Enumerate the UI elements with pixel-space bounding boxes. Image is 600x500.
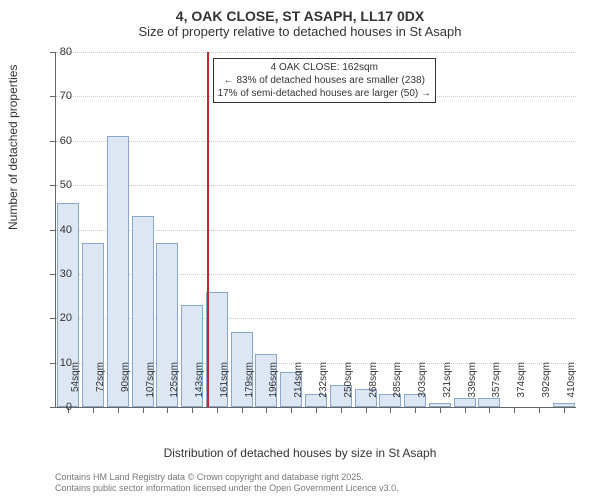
x-tick-label: 54sqm bbox=[70, 362, 81, 404]
y-tick-label: 20 bbox=[42, 312, 72, 324]
x-tick-label: 250sqm bbox=[343, 362, 354, 404]
x-tick-label: 179sqm bbox=[244, 362, 255, 404]
footer-line-1: Contains HM Land Registry data © Crown c… bbox=[55, 472, 399, 483]
x-tick bbox=[93, 407, 94, 413]
x-tick bbox=[167, 407, 168, 413]
x-tick-label: 72sqm bbox=[95, 362, 106, 404]
x-tick bbox=[465, 407, 466, 413]
reference-line bbox=[207, 52, 209, 407]
y-tick-label: 40 bbox=[42, 224, 72, 236]
x-tick bbox=[440, 407, 441, 413]
x-tick bbox=[390, 407, 391, 413]
plot-area: 4 OAK CLOSE: 162sqm← 83% of detached hou… bbox=[55, 52, 576, 408]
x-tick bbox=[514, 407, 515, 413]
gridline bbox=[56, 141, 576, 142]
y-tick-label: 30 bbox=[42, 268, 72, 280]
chart-title: 4, OAK CLOSE, ST ASAPH, LL17 0DX bbox=[0, 0, 600, 24]
y-tick-label: 0 bbox=[42, 401, 72, 413]
x-tick-label: 268sqm bbox=[368, 362, 379, 404]
gridline bbox=[56, 52, 576, 53]
footer-line-2: Contains public sector information licen… bbox=[55, 483, 399, 494]
x-tick-label: 321sqm bbox=[442, 362, 453, 404]
x-tick bbox=[489, 407, 490, 413]
x-tick-label: 303sqm bbox=[417, 362, 428, 404]
x-tick bbox=[291, 407, 292, 413]
x-tick bbox=[539, 407, 540, 413]
chart-footer: Contains HM Land Registry data © Crown c… bbox=[55, 472, 399, 494]
y-tick-label: 10 bbox=[42, 357, 72, 369]
y-tick-label: 50 bbox=[42, 179, 72, 191]
chart-subtitle: Size of property relative to detached ho… bbox=[0, 24, 600, 45]
x-tick-label: 107sqm bbox=[145, 362, 156, 404]
y-axis-label: Number of detached properties bbox=[6, 65, 20, 230]
y-tick-label: 60 bbox=[42, 135, 72, 147]
x-tick bbox=[341, 407, 342, 413]
histogram-chart: 4, OAK CLOSE, ST ASAPH, LL17 0DX Size of… bbox=[0, 0, 600, 500]
x-tick-label: 339sqm bbox=[467, 362, 478, 404]
y-tick-label: 70 bbox=[42, 90, 72, 102]
x-tick bbox=[192, 407, 193, 413]
x-axis-label: Distribution of detached houses by size … bbox=[0, 446, 600, 460]
x-tick bbox=[118, 407, 119, 413]
x-tick-label: 161sqm bbox=[219, 362, 230, 404]
x-tick-label: 410sqm bbox=[566, 362, 577, 404]
x-tick-label: 374sqm bbox=[516, 362, 527, 404]
x-tick-label: 285sqm bbox=[392, 362, 403, 404]
x-tick-label: 214sqm bbox=[293, 362, 304, 404]
x-tick-label: 125sqm bbox=[169, 362, 180, 404]
x-tick-label: 232sqm bbox=[318, 362, 329, 404]
x-tick bbox=[242, 407, 243, 413]
x-tick bbox=[143, 407, 144, 413]
x-tick-label: 357sqm bbox=[491, 362, 502, 404]
gridline bbox=[56, 185, 576, 186]
x-tick bbox=[366, 407, 367, 413]
x-tick bbox=[564, 407, 565, 413]
x-tick bbox=[217, 407, 218, 413]
x-tick-label: 143sqm bbox=[194, 362, 205, 404]
x-tick-label: 392sqm bbox=[541, 362, 552, 404]
annotation-box: 4 OAK CLOSE: 162sqm← 83% of detached hou… bbox=[213, 58, 436, 103]
x-tick-label: 90sqm bbox=[120, 362, 131, 404]
annotation-line: ← 83% of detached houses are smaller (23… bbox=[218, 74, 431, 87]
annotation-line: 4 OAK CLOSE: 162sqm bbox=[218, 61, 431, 74]
x-tick bbox=[316, 407, 317, 413]
x-tick bbox=[415, 407, 416, 413]
x-tick bbox=[266, 407, 267, 413]
y-tick-label: 80 bbox=[42, 46, 72, 58]
annotation-line: 17% of semi-detached houses are larger (… bbox=[218, 87, 431, 100]
x-tick-label: 196sqm bbox=[268, 362, 279, 404]
